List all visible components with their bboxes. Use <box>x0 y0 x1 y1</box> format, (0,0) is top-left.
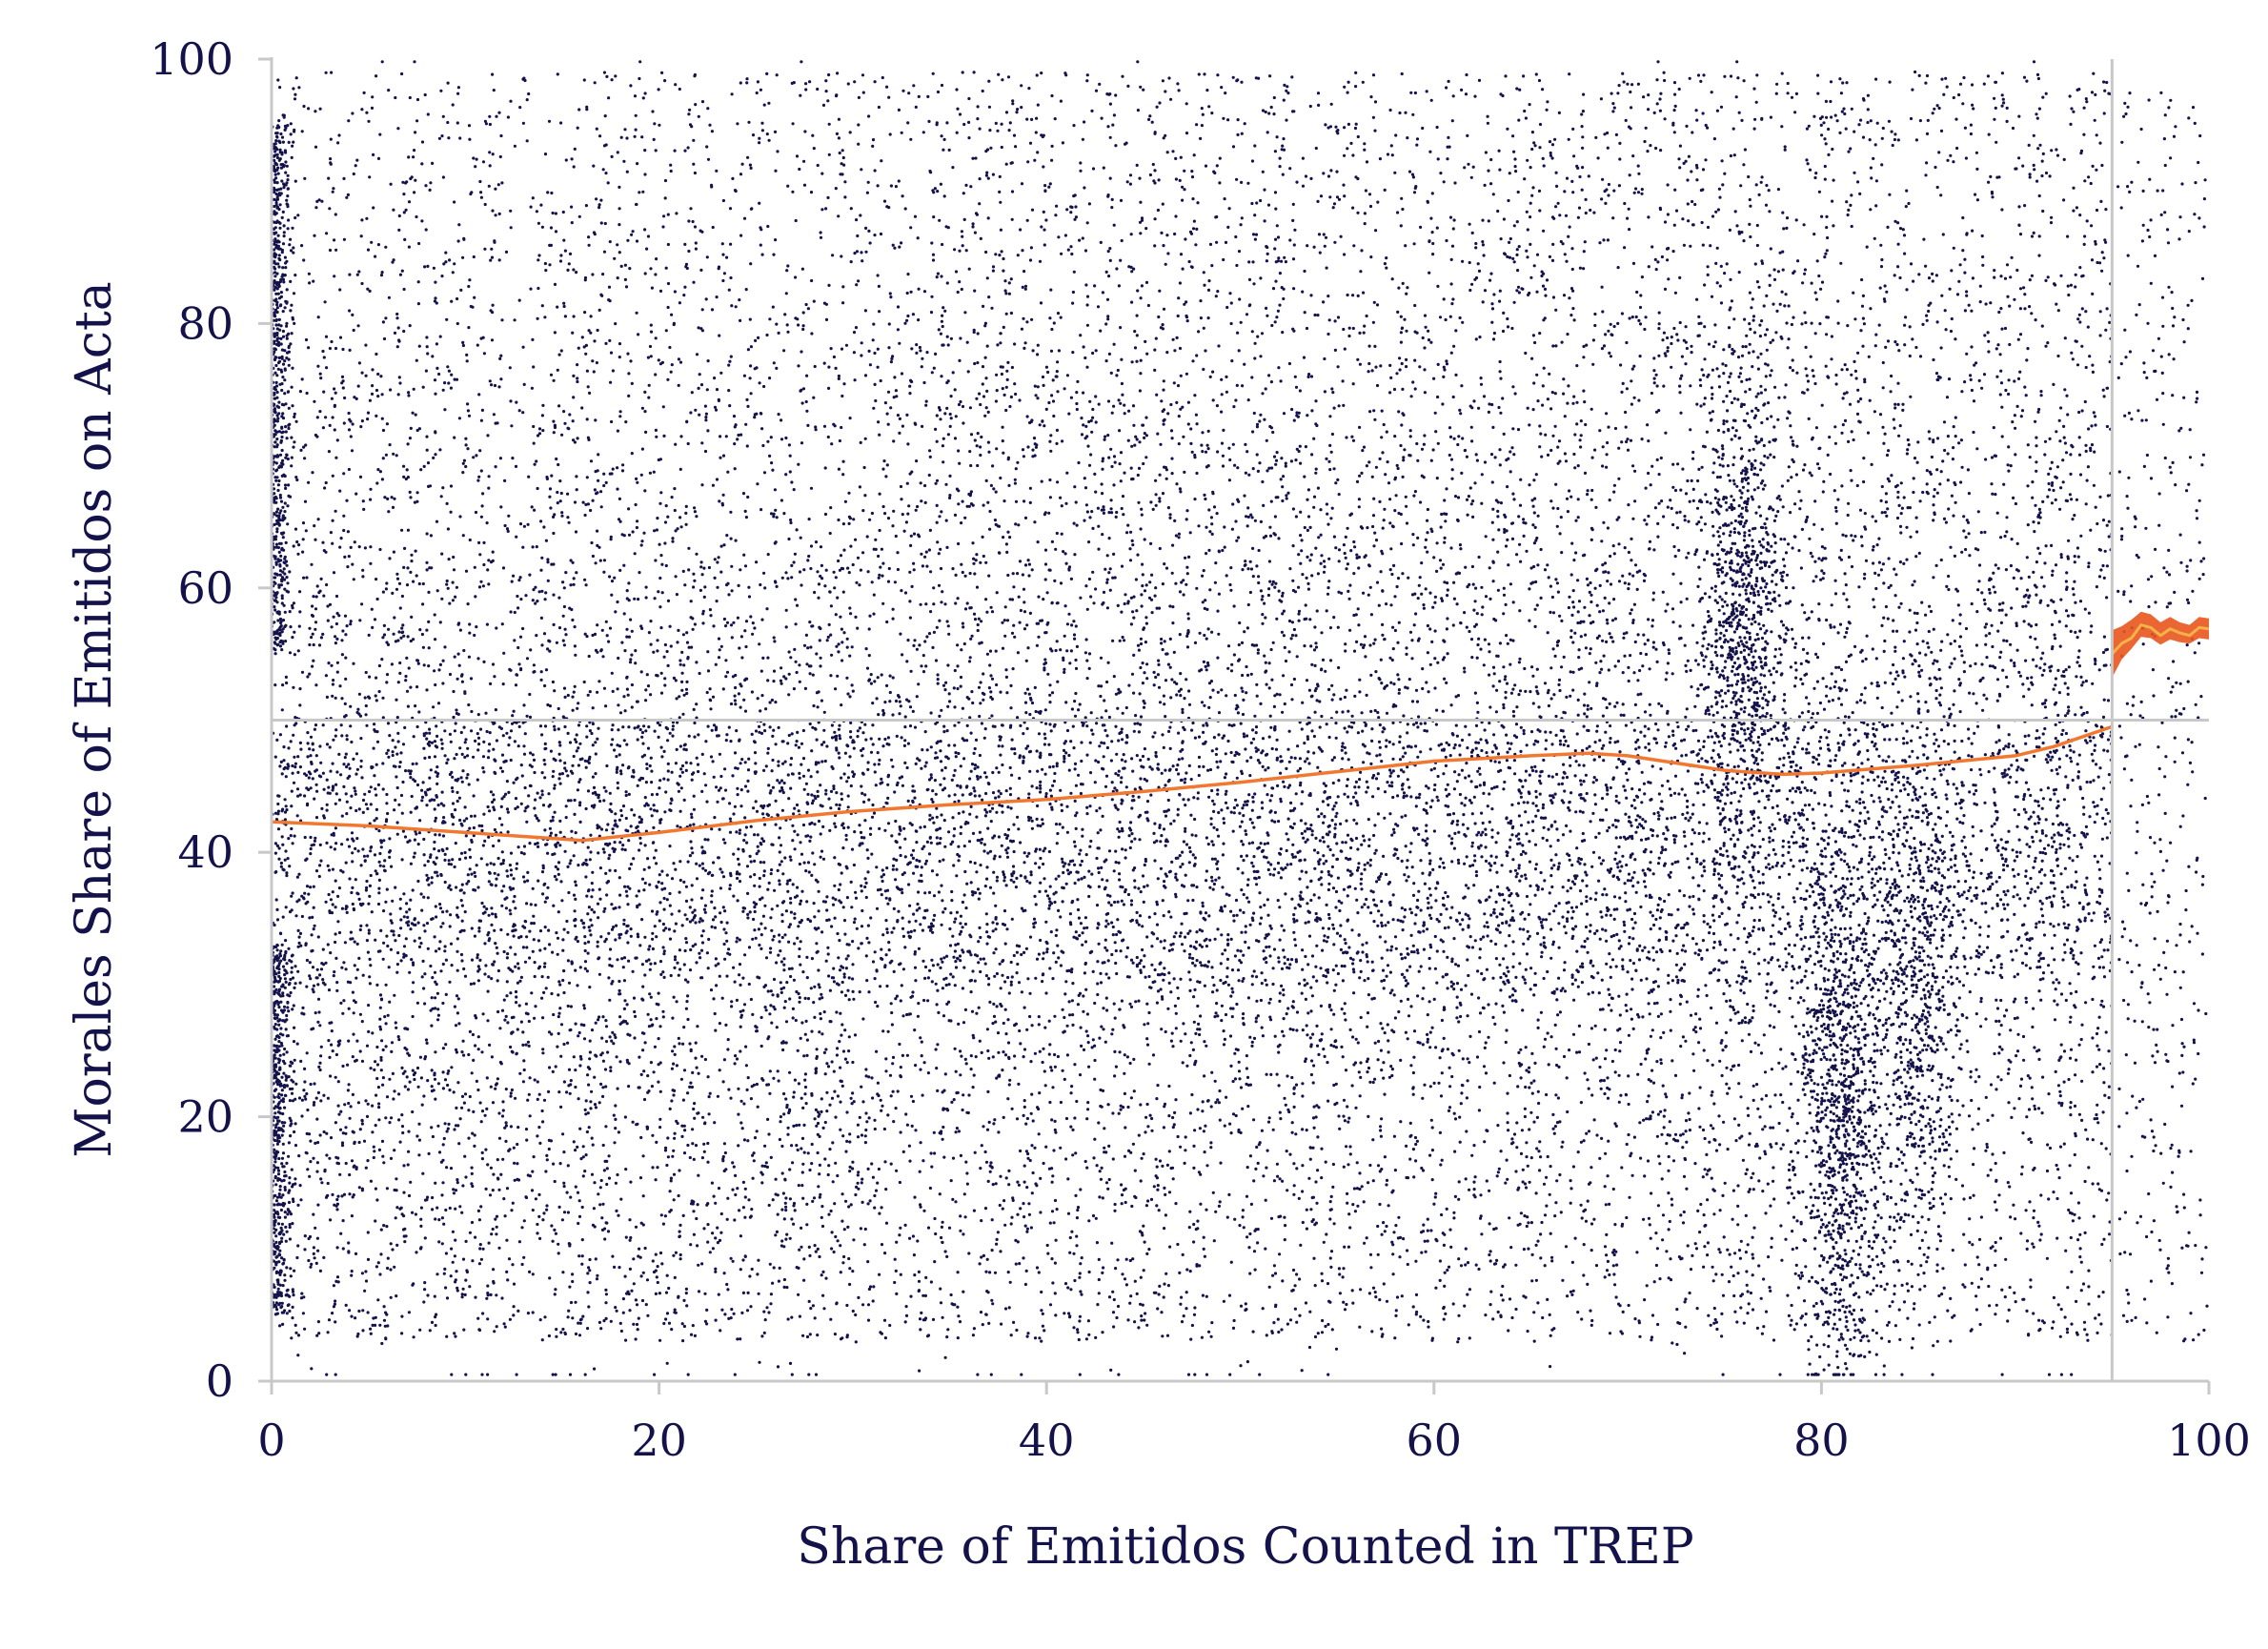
confidence-band <box>2112 611 2209 679</box>
x-tick-label: 80 <box>1793 1415 1850 1466</box>
x-tick-label: 40 <box>1019 1415 1075 1466</box>
scatter-points <box>270 60 2209 1376</box>
y-tick-label: 80 <box>177 297 233 349</box>
tick-labels: 0 20 40 60 80 100 0 20 40 60 80 100 <box>150 33 2251 1466</box>
fit-line-layer <box>271 623 2210 843</box>
fit-line-1 <box>271 724 2113 843</box>
x-tick-label: 60 <box>1407 1415 1463 1466</box>
x-tick-label: 0 <box>257 1415 285 1466</box>
x-axis-title: Share of Emitidos Counted in TREP <box>797 1518 1694 1576</box>
axes <box>258 57 2211 1395</box>
y-axis-title: Morales Share of Emitidos on Acta <box>66 281 123 1158</box>
scatter-point-cloud <box>270 60 2209 1376</box>
y-tick-label: 100 <box>150 33 233 85</box>
y-tick-label: 40 <box>177 826 233 878</box>
fit-line-2 <box>2111 623 2210 656</box>
confidence-band-layer <box>2112 611 2209 679</box>
y-tick-label: 0 <box>206 1355 233 1407</box>
x-tick-label: 100 <box>2167 1415 2251 1466</box>
y-tick-label: 20 <box>177 1091 233 1143</box>
y-tick-label: 60 <box>177 562 233 614</box>
x-tick-label: 20 <box>631 1415 687 1466</box>
